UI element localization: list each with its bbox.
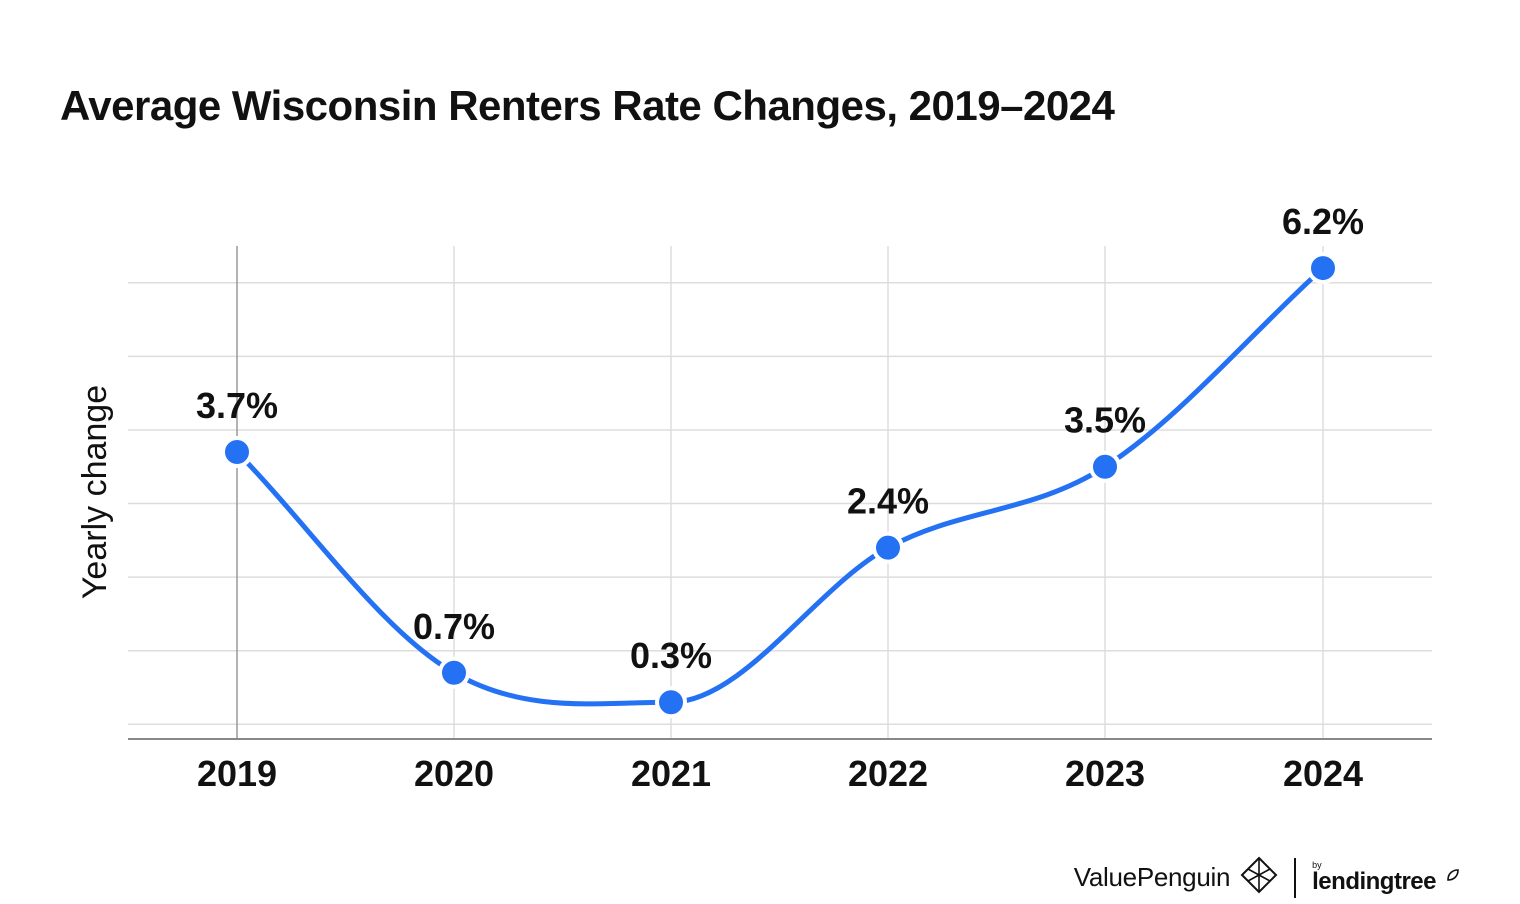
x-tick-label: 2022 xyxy=(848,753,928,794)
x-tick-label: 2020 xyxy=(414,753,494,794)
series-line xyxy=(234,265,1326,707)
x-tick-label: 2019 xyxy=(197,753,277,794)
data-label: 0.7% xyxy=(413,606,495,647)
brand-footer: ValuePenguin by lendingtree xyxy=(1074,856,1460,899)
y-axis-label: Yearly change xyxy=(76,385,114,599)
x-tick-label: 2024 xyxy=(1283,753,1363,794)
data-point xyxy=(1307,252,1339,285)
line-chart: Yearly change 2019 2020 2021 2022 2023 2024 3… xyxy=(76,201,1432,794)
data-point xyxy=(438,656,470,689)
valuepenguin-logo-text: ValuePenguin xyxy=(1073,862,1231,892)
data-label: 2.4% xyxy=(847,481,929,522)
leaf-icon xyxy=(1446,868,1460,887)
horizontal-gridlines xyxy=(128,282,1432,726)
lendingtree-logo-text: lendingtree xyxy=(1312,868,1436,895)
vertical-gridlines xyxy=(236,246,1324,739)
data-label: 3.7% xyxy=(196,385,278,426)
data-point xyxy=(1089,450,1121,483)
lendingtree-logo: by lendingtree xyxy=(1312,861,1436,894)
x-tick-label: 2023 xyxy=(1065,753,1145,794)
x-tick-label: 2021 xyxy=(631,753,711,794)
chart-title: Average Wisconsin Renters Rate Changes, … xyxy=(60,82,1115,129)
data-point xyxy=(221,436,253,469)
penguin-diamond-icon xyxy=(1240,856,1278,899)
data-label: 0.3% xyxy=(630,635,712,676)
x-tick-labels: 2019 2020 2021 2022 2023 2024 xyxy=(197,753,1363,794)
data-points xyxy=(221,252,1339,719)
brand-by-text: by xyxy=(1312,860,1322,870)
data-label: 3.5% xyxy=(1064,400,1146,441)
data-label: 6.2% xyxy=(1282,201,1364,242)
brand-separator xyxy=(1294,857,1297,898)
data-point xyxy=(872,531,904,564)
data-labels: 3.7% 0.7% 0.3% 2.4% 3.5% 6.2% xyxy=(196,201,1364,676)
data-point xyxy=(655,686,687,719)
